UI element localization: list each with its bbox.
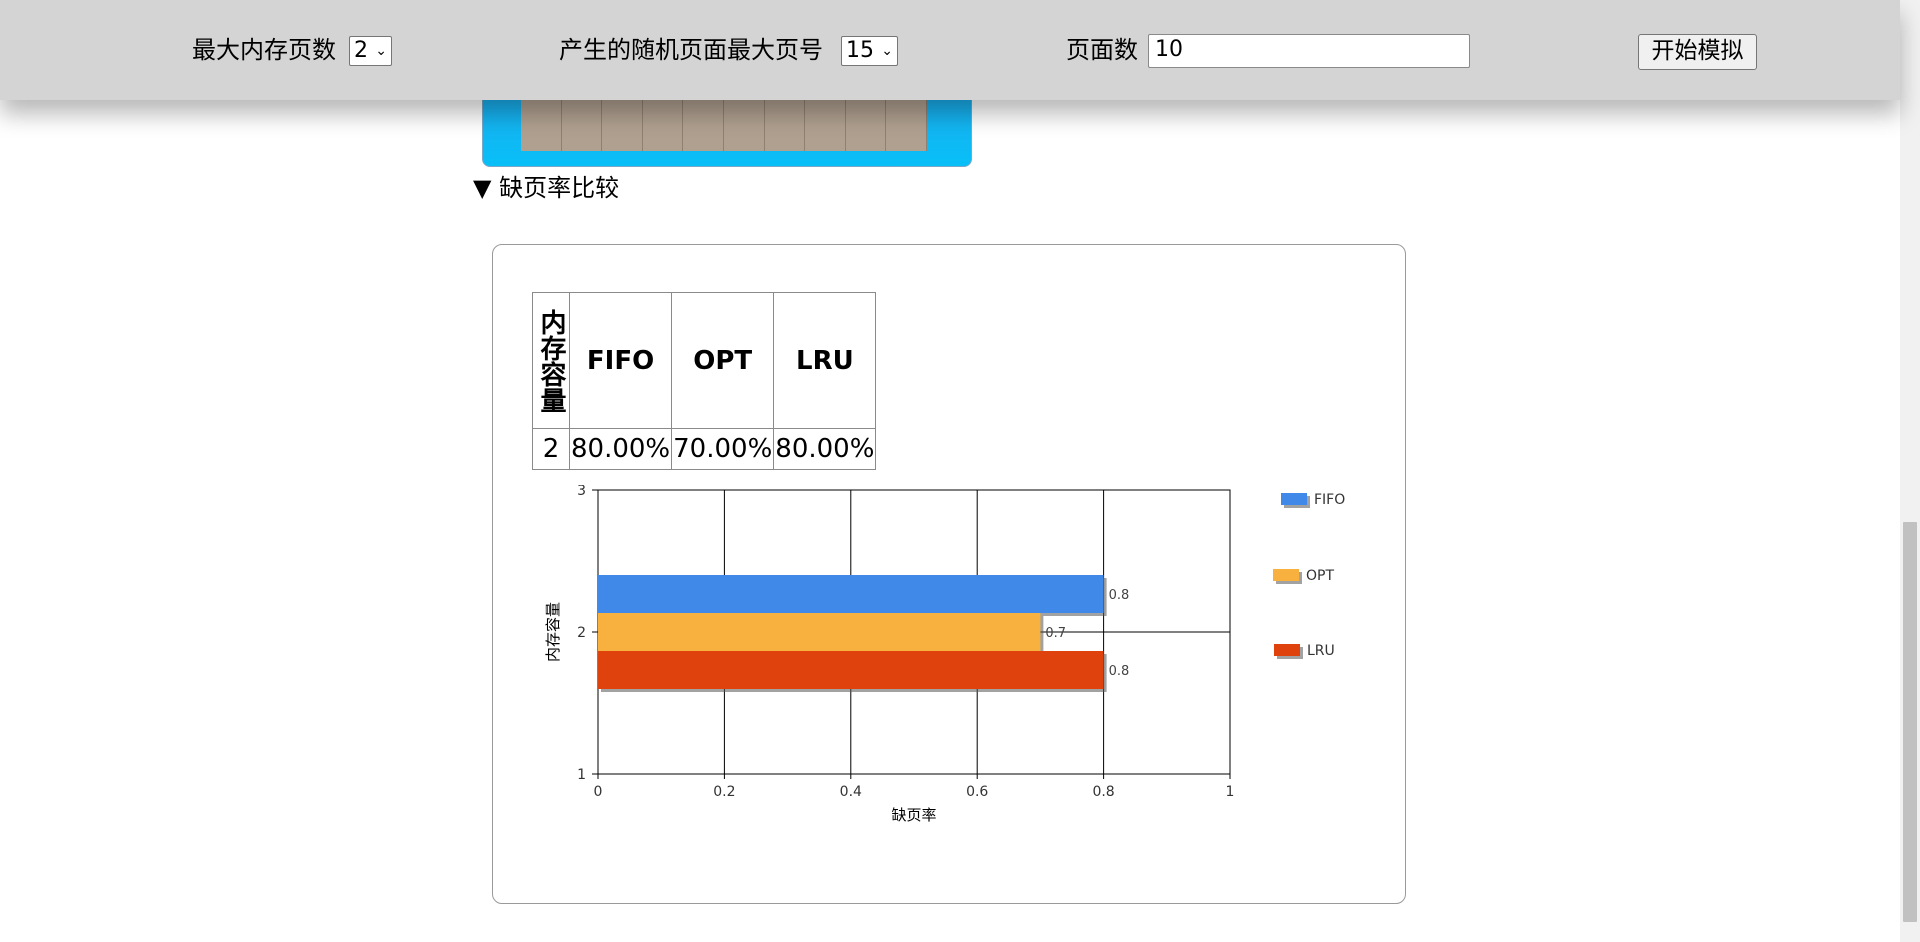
x-axis-title: 缺页率 xyxy=(891,806,936,824)
x-tick-label: 0.2 xyxy=(713,784,735,800)
section-title: 缺页率比较 xyxy=(499,174,620,202)
table-row: 2 80.00% 70.00% 80.00% xyxy=(532,428,877,470)
bar-lru xyxy=(598,651,1104,689)
max-page-value: 15 xyxy=(846,38,874,63)
data-label-lru: 0.8 xyxy=(1109,664,1130,679)
data-label-fifo: 0.8 xyxy=(1109,588,1130,603)
disclosure-triangle-icon: ▼ xyxy=(473,174,492,202)
x-tick-label: 0.4 xyxy=(840,784,862,800)
y-tick-label: 2 xyxy=(577,625,586,641)
table-header-row: 内存容量 FIFO OPT LRU xyxy=(532,292,877,429)
cell-fifo: 80.00% xyxy=(568,428,673,470)
legend-label-opt: OPT xyxy=(1306,568,1334,584)
y-tick-label: 3 xyxy=(577,485,586,499)
x-tick-label: 0 xyxy=(594,784,603,800)
legend-label-lru: LRU xyxy=(1307,643,1335,659)
legend-swatch-opt xyxy=(1273,569,1299,581)
start-simulation-button[interactable]: 开始模拟 xyxy=(1638,34,1757,70)
max-page-label: 产生的随机页面最大页号 xyxy=(559,36,823,64)
legend-label-fifo: FIFO xyxy=(1314,492,1345,508)
control-toolbar: 最大内存页数 2 ⌄ 产生的随机页面最大页号 15 ⌄ 页面数 10 开始模拟 xyxy=(0,0,1900,100)
max-memory-value: 2 xyxy=(354,38,368,63)
comparison-container: 内存容量 FIFO OPT LRU 2 80.00% 70.00% 80.00%… xyxy=(492,244,1406,904)
header-memory-capacity: 内存容量 xyxy=(532,292,570,429)
scrollbar-thumb[interactable] xyxy=(1903,522,1917,922)
x-tick-label: 1 xyxy=(1226,784,1235,800)
data-label-opt: 0.7 xyxy=(1045,626,1066,641)
header-opt: OPT xyxy=(671,292,775,429)
cell-lru: 80.00% xyxy=(773,428,877,470)
max-memory-label: 最大内存页数 xyxy=(192,36,336,64)
page-fault-comparison-toggle[interactable]: ▼ 缺页率比较 xyxy=(473,171,619,205)
cell-capacity: 2 xyxy=(532,428,570,470)
x-tick-label: 0.8 xyxy=(1092,784,1114,800)
chevron-down-icon: ⌄ xyxy=(375,43,387,59)
fault-rate-table: 内存容量 FIFO OPT LRU 2 80.00% 70.00% 80.00% xyxy=(532,292,877,470)
page-frame-strip xyxy=(521,97,927,151)
bar-fifo xyxy=(598,575,1104,613)
page-count-label: 页面数 xyxy=(1066,36,1138,64)
fault-rate-bar-chart: 0 0.2 0.4 0.6 0.8 1 1 2 3 0.8 0.7 0.8 缺页率 内存容量 FIFO OPT… xyxy=(544,485,1345,824)
y-axis-title: 内存容量 xyxy=(544,602,562,662)
page-count-input[interactable]: 10 xyxy=(1148,34,1470,68)
x-tick-label: 0.6 xyxy=(966,784,988,800)
page-count-value: 10 xyxy=(1155,37,1183,62)
legend-swatch-fifo xyxy=(1281,493,1307,505)
y-tick-label: 1 xyxy=(577,767,586,783)
max-page-select[interactable]: 15 ⌄ xyxy=(841,36,898,66)
header-fifo: FIFO xyxy=(568,292,673,429)
bar-opt xyxy=(598,613,1041,651)
header-lru: LRU xyxy=(773,292,877,429)
chevron-down-icon: ⌄ xyxy=(881,43,893,59)
max-memory-select[interactable]: 2 ⌄ xyxy=(349,36,392,66)
cell-opt: 70.00% xyxy=(671,428,775,470)
legend-swatch-lru xyxy=(1274,644,1300,656)
